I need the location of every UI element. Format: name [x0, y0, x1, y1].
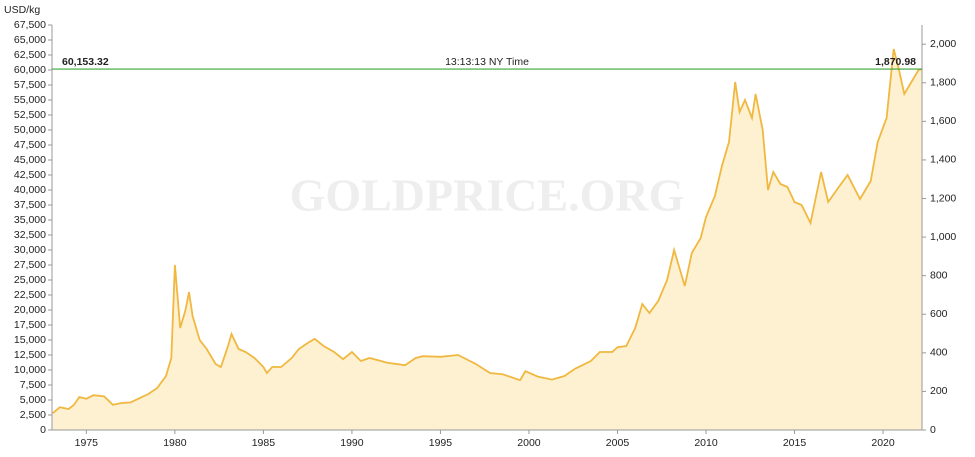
y-tick-label: 35,000: [14, 214, 46, 226]
y-tick-label: 32,500: [14, 229, 46, 241]
y2-tick-label: 0: [930, 424, 936, 436]
x-tick-label: 1985: [252, 437, 276, 449]
y-tick-label: 22,500: [14, 289, 46, 301]
x-tick-label: 2020: [871, 437, 895, 449]
y-tick-label: 7,500: [20, 379, 46, 391]
y-tick-label: 2,500: [20, 409, 46, 421]
y2-tick-label: 400: [930, 347, 948, 359]
x-tick-label: 2005: [606, 437, 630, 449]
y2-tick-label: 600: [930, 308, 948, 320]
current-time: 13:13:13 NY Time: [445, 56, 529, 68]
x-tick-label: 2015: [783, 437, 807, 449]
y-tick-label: 45,000: [14, 154, 46, 166]
y-tick-label: 20,000: [14, 304, 46, 316]
y-tick-label: 5,000: [20, 394, 46, 406]
y-tick-label: 65,000: [14, 34, 46, 46]
y-tick-label: 62,500: [14, 49, 46, 61]
y-tick-label: 55,000: [14, 94, 46, 106]
x-tick-label: 1995: [429, 437, 453, 449]
y-tick-label: 30,000: [14, 244, 46, 256]
watermark: GOLDPRICE.ORG: [290, 170, 685, 221]
y-tick-label: 50,000: [14, 124, 46, 136]
y2-tick-label: 1,400: [930, 154, 956, 166]
y2-tick-label: 1,200: [930, 192, 956, 204]
y-tick-label: 57,500: [14, 79, 46, 91]
y-tick-label: 17,500: [14, 319, 46, 331]
y2-tick-label: 2,000: [930, 38, 956, 50]
y-tick-label: 40,000: [14, 184, 46, 196]
y-tick-label: 0: [40, 424, 46, 436]
y-tick-label: 37,500: [14, 199, 46, 211]
y-tick-label: 60,000: [14, 64, 46, 76]
y-tick-label: 10,000: [14, 364, 46, 376]
y-tick-label: 42,500: [14, 169, 46, 181]
x-tick-label: 2010: [694, 437, 718, 449]
y-tick-label: 67,500: [14, 19, 46, 31]
x-tick-label: 1990: [340, 437, 364, 449]
current-price-label: 60,153.32: [62, 56, 109, 68]
y2-tick-label: 200: [930, 385, 948, 397]
line: [52, 48, 923, 414]
y2-tick-label: 1,000: [930, 231, 956, 243]
x-tick-label: 1975: [75, 437, 99, 449]
y2-tick-label: 1,600: [930, 115, 956, 127]
x-tick-label: 1980: [163, 437, 187, 449]
x-tick-label: 2000: [517, 437, 541, 449]
y-tick-label: 15,000: [14, 334, 46, 346]
y2-tick-label: 1,800: [930, 77, 956, 89]
y-tick-label: 27,500: [14, 259, 46, 271]
y-tick-label: 52,500: [14, 109, 46, 121]
y-tick-label: 47,500: [14, 139, 46, 151]
y-tick-label: 25,000: [14, 274, 46, 286]
y-axis-label: USD/kg: [4, 4, 40, 16]
area: [52, 49, 922, 430]
current-price-y2-label: 1,870.98: [875, 56, 916, 68]
y-tick-label: 12,500: [14, 349, 46, 361]
y2-tick-label: 800: [930, 269, 948, 281]
